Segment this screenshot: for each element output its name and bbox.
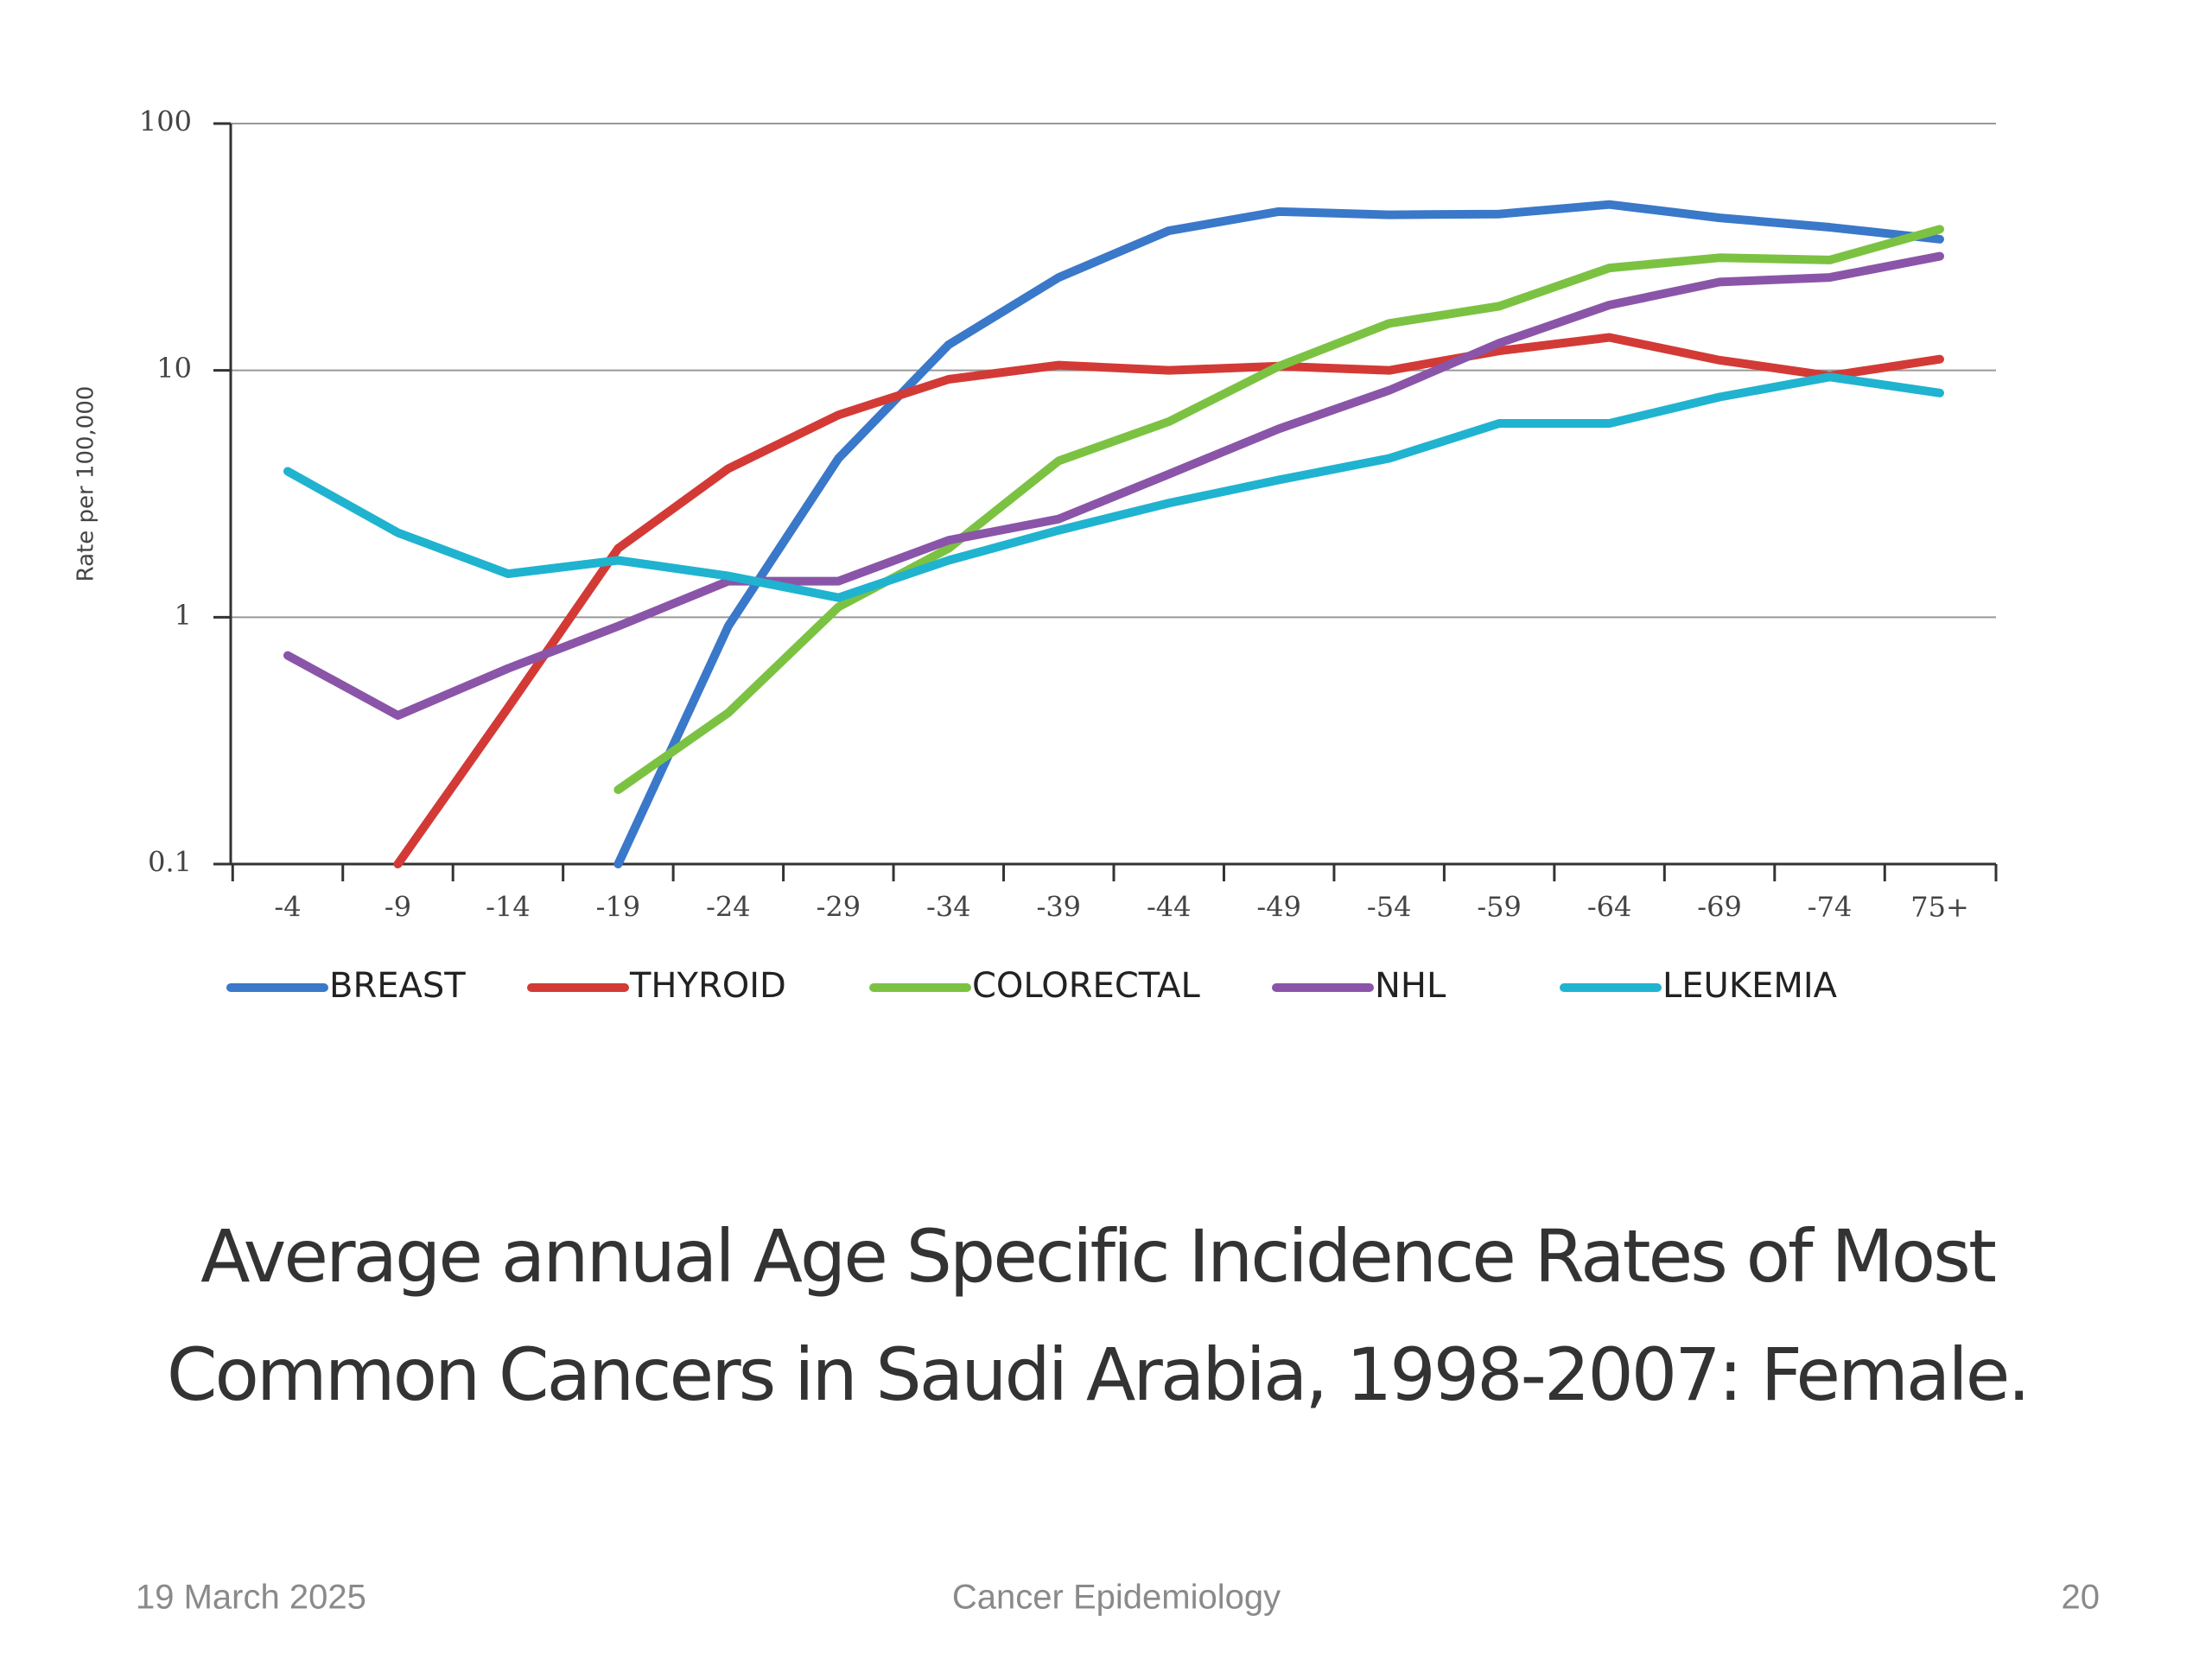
legend-label: NHL xyxy=(1375,966,1446,1006)
series-line xyxy=(283,372,1944,602)
x-tick-label: -59 xyxy=(1477,891,1522,924)
x-tick-label: -19 xyxy=(596,891,641,924)
y-tick-label: 0.1 xyxy=(148,846,192,879)
series-line xyxy=(283,251,1944,721)
x-tick-label: 75+ xyxy=(1910,891,1969,924)
x-tick-label: -54 xyxy=(1367,891,1412,924)
x-tick-label: -64 xyxy=(1587,891,1632,924)
x-tick-label: -29 xyxy=(817,891,861,924)
y-tick-label: 10 xyxy=(156,352,192,385)
legend-label: LEUKEMIA xyxy=(1662,966,1838,1006)
series-line xyxy=(613,200,1944,868)
x-tick-label: -14 xyxy=(486,891,531,924)
series-line xyxy=(393,333,1944,868)
x-tick-label: -74 xyxy=(1808,891,1853,924)
legend-label: COLORECTAL xyxy=(972,966,1200,1006)
footer-page: 20 xyxy=(2062,1579,2101,1617)
y-axis-label: Rate per 100,000 xyxy=(73,386,99,582)
footer-date: 19 March 2025 xyxy=(136,1579,366,1617)
x-tick-label: -44 xyxy=(1147,891,1192,924)
x-tick-label: -69 xyxy=(1697,891,1742,924)
y-tick-label: 1 xyxy=(175,599,192,632)
x-tick-label: -4 xyxy=(274,891,301,924)
series-line xyxy=(613,225,1944,795)
caption-line: Common Cancers in Saudi Arabia, 1998-200… xyxy=(167,1332,2028,1417)
x-tick-label: -9 xyxy=(385,891,411,924)
x-tick-label: -39 xyxy=(1037,891,1082,924)
legend-label: BREAST xyxy=(329,966,466,1006)
x-tick-label: -34 xyxy=(926,891,971,924)
legend-label: THYROID xyxy=(629,966,786,1006)
caption-line: Average annual Age Specific Incidence Ra… xyxy=(200,1214,1995,1299)
y-tick-label: 100 xyxy=(139,105,192,138)
x-tick-label: -24 xyxy=(706,891,751,924)
x-tick-label: -49 xyxy=(1256,891,1301,924)
footer-title: Cancer Epidemiology xyxy=(952,1579,1281,1617)
